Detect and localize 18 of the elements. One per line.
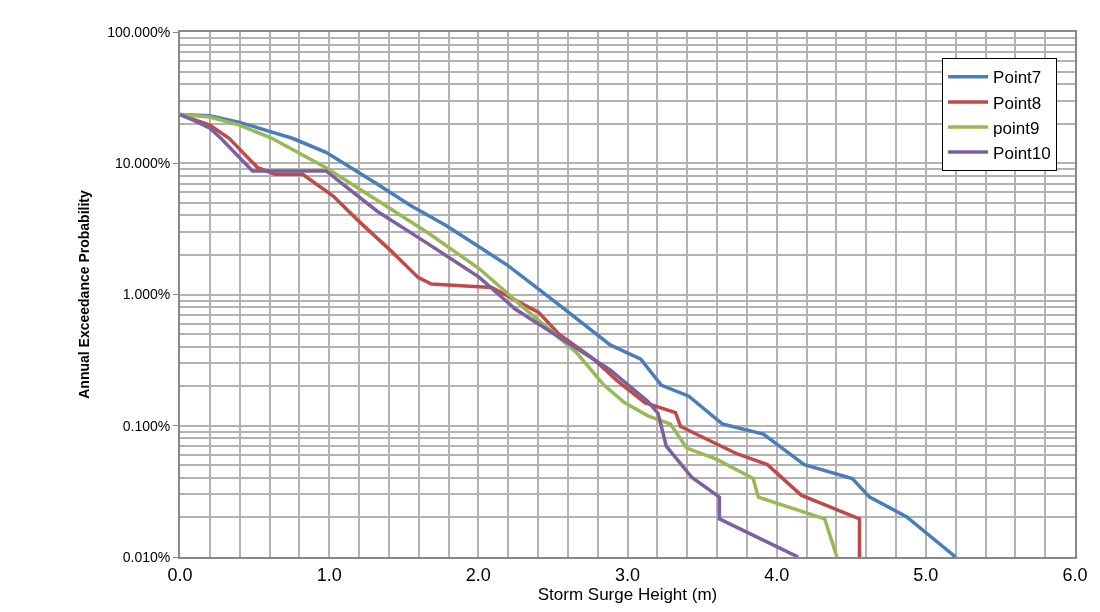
legend-label: Point8 (993, 93, 1042, 113)
x-axis-title: Storm Surge Height (m) (537, 584, 718, 604)
x-tick-label: 3.0 (614, 564, 641, 585)
y-tick-label: 10.000% (114, 155, 171, 172)
y-axis-title: Annual Exceedance Probability (76, 190, 93, 399)
y-tick-label: 0.100% (122, 417, 171, 434)
y-tick-label: 0.010% (122, 548, 171, 565)
y-tick-label: 100.000% (107, 23, 171, 40)
x-tick-label: 6.0 (1062, 564, 1088, 585)
x-tick-label: 4.0 (764, 564, 790, 585)
x-tick-label: 5.0 (913, 564, 939, 585)
legend-label: Point10 (993, 143, 1051, 163)
x-tick-label: 2.0 (465, 564, 491, 585)
legend-label: Point7 (993, 68, 1042, 88)
legend-label: point9 (993, 118, 1040, 138)
y-tick-label: 1.000% (122, 286, 171, 303)
x-tick-label: 1.0 (316, 564, 342, 585)
x-tick-label: 0.0 (167, 564, 193, 585)
